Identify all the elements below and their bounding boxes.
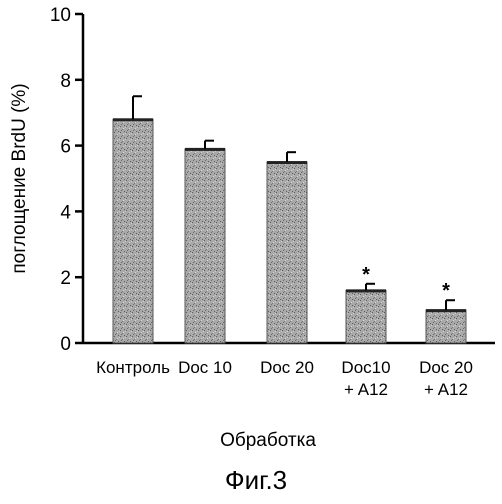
x-tick-label: Контроль (96, 358, 170, 377)
x-axis-label: Обработка (220, 430, 316, 451)
figure-caption: Фиг.3 (225, 465, 287, 495)
bars (113, 96, 466, 343)
bar (185, 149, 225, 343)
y-tick-label: 4 (60, 202, 71, 223)
x-tick-label: + A12 (424, 380, 468, 399)
y-tick-label: 2 (60, 268, 71, 289)
y-tick-label: 8 (60, 71, 71, 92)
significance-marker: * (442, 280, 450, 302)
x-tick-label: Doc 10 (178, 358, 232, 377)
y-tick-label: 0 (60, 334, 71, 355)
significance-marker: * (362, 264, 370, 286)
bar (426, 310, 466, 343)
x-tick-label: + A12 (344, 380, 388, 399)
bar (267, 162, 307, 343)
x-tick-label: Doc10 (341, 358, 390, 377)
x-tick-label: Doc 20 (260, 358, 314, 377)
y-tick-label: 10 (50, 5, 71, 26)
y-tick-label: 6 (60, 137, 71, 158)
bar (113, 119, 153, 343)
y-axis-label: поглощение BrdU (%) (9, 83, 30, 273)
x-tick-label: Doc 20 (419, 358, 473, 377)
bar (346, 290, 386, 343)
